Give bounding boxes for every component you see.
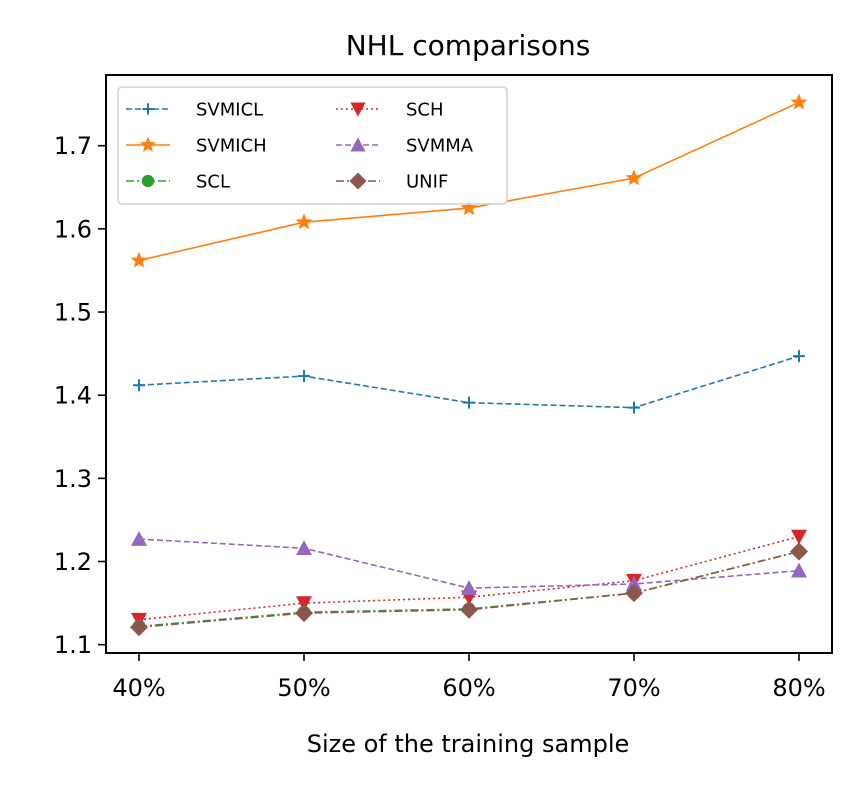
legend-item-svmich: SVMICH <box>126 136 267 157</box>
y-tick-label: 1.4 <box>54 382 92 410</box>
x-tick-label: 40% <box>112 674 165 702</box>
series-svmma <box>131 531 807 595</box>
legend-label-svmich: SVMICH <box>196 136 267 157</box>
legend-label-svmma: SVMMA <box>406 136 474 157</box>
x-axis-ticks: 40% 50% 60% 70% 80% <box>112 653 826 702</box>
legend-item-svmma: SVMMA <box>336 136 474 157</box>
legend-marker-svmicl <box>142 103 154 115</box>
data-point-svmich <box>625 169 643 186</box>
legend-marker-sch <box>350 102 366 117</box>
data-point-svmma <box>131 531 147 546</box>
data-point-svmma <box>461 580 477 595</box>
data-point-unif <box>790 542 808 561</box>
legend-item-scl: SCL <box>126 172 230 193</box>
legend-label-svmicl: SVMICL <box>196 100 263 121</box>
y-tick-label: 1.5 <box>54 299 92 327</box>
series-svmicl <box>133 350 805 414</box>
data-point-svmich <box>460 199 478 216</box>
legend-item-sch: SCH <box>336 100 444 121</box>
data-point-unif <box>130 618 148 637</box>
chart-title: NHL comparisons <box>346 29 591 62</box>
y-axis-ticks: 1.1 1.2 1.3 1.4 1.5 1.6 1.7 <box>54 132 106 659</box>
data-point-svmich <box>790 93 808 110</box>
x-tick-label: 80% <box>772 674 825 702</box>
y-tick-label: 1.1 <box>54 631 92 659</box>
data-point-svmicl <box>133 379 145 392</box>
legend-marker-scl <box>141 174 155 188</box>
x-axis-label: Size of the training sample <box>307 730 630 758</box>
x-tick-label: 60% <box>442 674 495 702</box>
data-point-svmicl <box>628 401 640 414</box>
y-tick-label: 1.7 <box>54 132 92 160</box>
data-point-svmich <box>295 213 313 230</box>
data-point-svmma <box>791 562 807 578</box>
y-tick-label: 1.6 <box>54 215 92 243</box>
legend-item-svmicl: SVMICL <box>126 100 263 121</box>
data-point-svmicl <box>793 350 805 363</box>
legend-label-scl: SCL <box>196 172 230 193</box>
legend-marker-svmich <box>139 136 157 152</box>
data-point-svmich <box>130 251 148 268</box>
legend: SVMICL SVMICH SCL SCH SVMMA UNIF <box>117 86 508 205</box>
y-tick-label: 1.2 <box>54 548 92 576</box>
data-point-svmicl <box>463 396 475 409</box>
y-tick-label: 1.3 <box>54 465 92 493</box>
data-point-svmma <box>296 540 312 556</box>
series-unif <box>130 542 808 637</box>
data-point-unif <box>625 584 643 603</box>
legend-label-sch: SCH <box>406 100 444 121</box>
series-svmich <box>130 93 808 268</box>
legend-marker-unif <box>349 172 367 190</box>
data-point-svmma <box>626 575 642 591</box>
legend-item-unif: UNIF <box>336 172 448 193</box>
data-point-unif <box>460 600 478 619</box>
x-tick-label: 70% <box>607 674 660 702</box>
data-point-unif <box>295 604 313 623</box>
legend-label-unif: UNIF <box>406 172 448 193</box>
data-point-sch <box>296 596 312 612</box>
series-line-svmicl <box>138 355 800 409</box>
legend-marker-svmma <box>350 137 366 152</box>
data-point-svmicl <box>298 370 310 383</box>
x-tick-label: 50% <box>277 674 330 702</box>
legend-frame <box>117 86 508 205</box>
data-point-sch <box>791 529 807 545</box>
